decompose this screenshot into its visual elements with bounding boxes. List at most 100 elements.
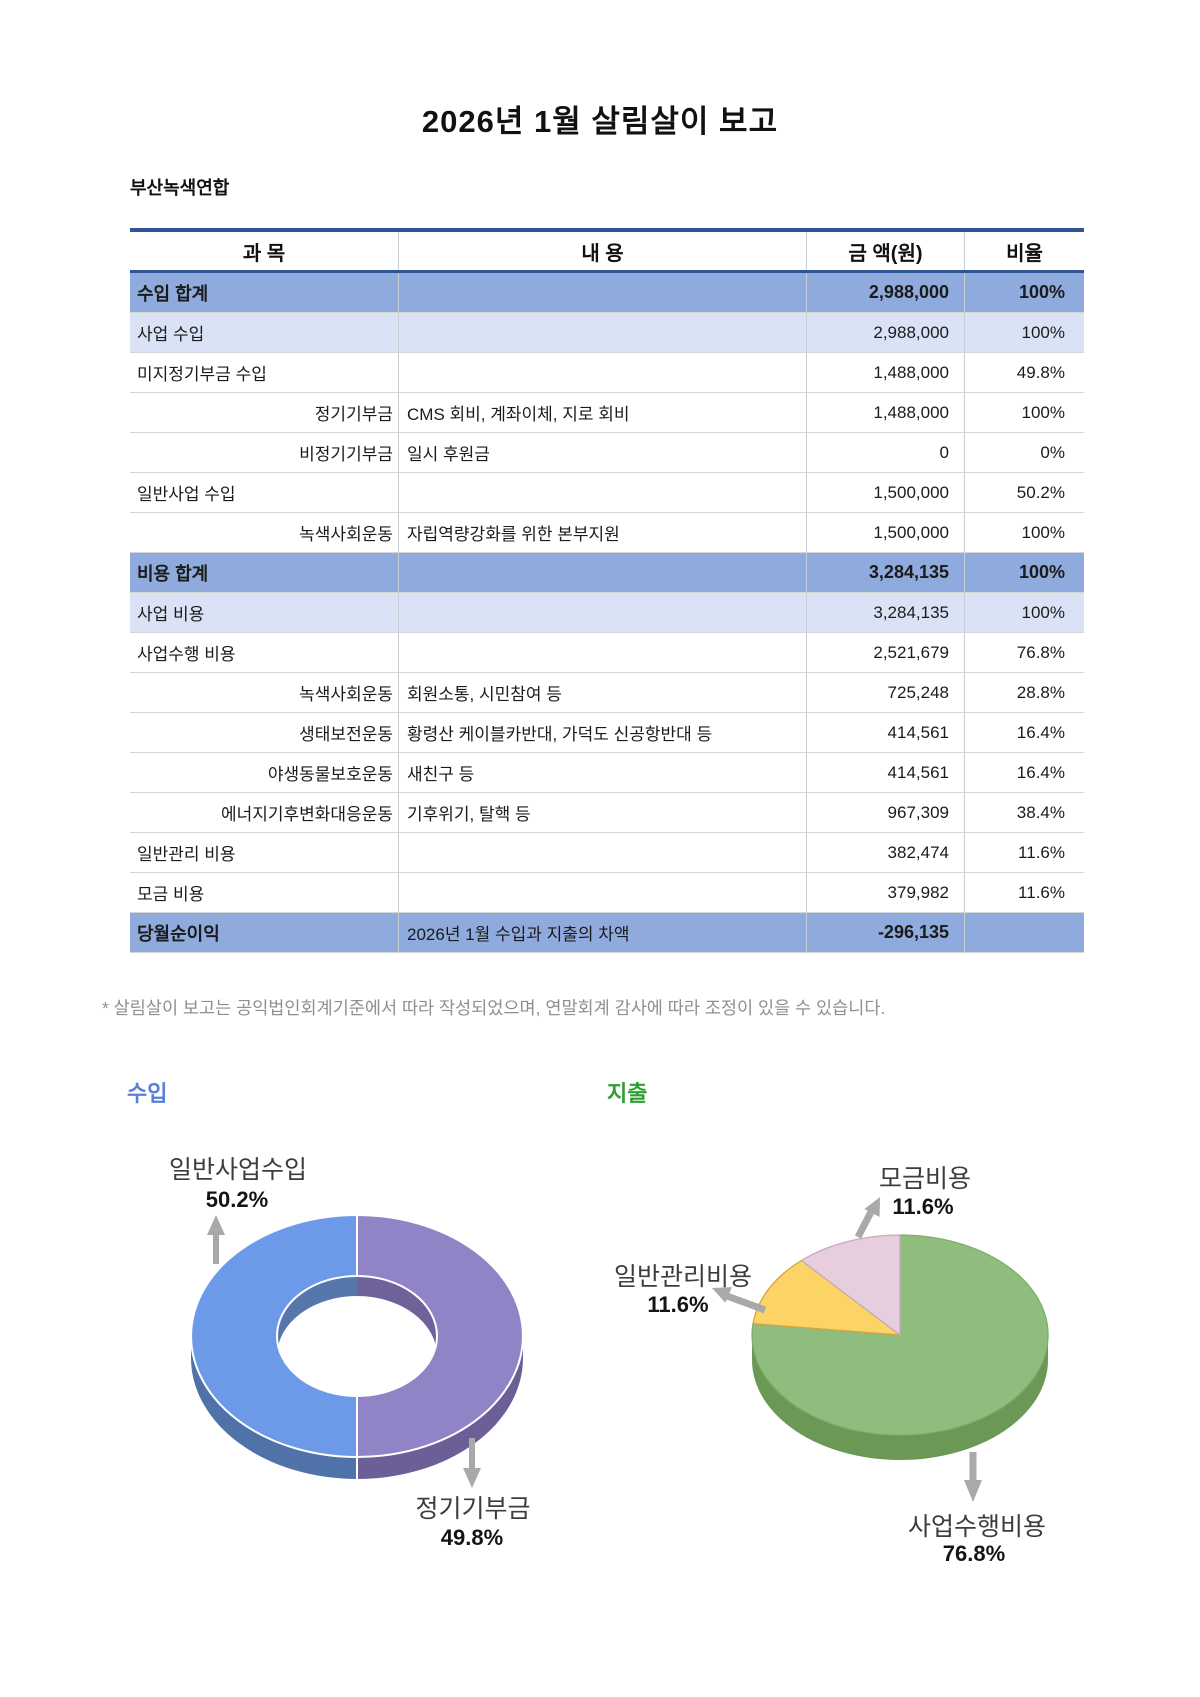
cell-ratio: 100%: [1018, 562, 1065, 582]
cell-amount: 3,284,135: [806, 592, 965, 633]
table-row: 미지정기부금 수입 1,488,000 49.8%: [130, 352, 1084, 393]
cell-detail: 황령산 케이블카반대, 가덕도 신공항반대 등: [398, 712, 807, 753]
cell-detail: [398, 352, 807, 393]
col-header-ratio: 비율: [964, 230, 1084, 272]
cell-amount: 414,561: [806, 752, 965, 793]
expense-pie-chart: 모금비용 11.6% 일반관리비용 11.6% 사업수행비용 76.8%: [614, 1165, 1049, 1566]
table-row: 정기기부금 CMS 회비, 계좌이체, 지로 회비 1,488,000 100%: [130, 392, 1084, 433]
arrow-left-icon: [712, 1287, 767, 1314]
table-row: 비용 합계 3,284,135 100%: [130, 552, 1084, 593]
cell-account: 일반관리 비용: [130, 832, 399, 873]
cell-ratio: 28.8%: [1016, 682, 1065, 702]
cell-detail: [398, 632, 807, 673]
page-title: 2026년 1월 살림살이 보고: [421, 104, 779, 139]
donut-side-purple: [357, 1336, 523, 1479]
cell-ratio: 100%: [1021, 602, 1065, 622]
cell-detail: [398, 872, 807, 913]
cell-account: 녹색사회운동: [130, 672, 399, 713]
cell-amount: 379,982: [806, 872, 965, 913]
pie-side-green: [752, 1335, 1048, 1460]
income-slice1-label: 일반사업수입: [169, 1156, 307, 1184]
cell-ratio: 11.6%: [1018, 842, 1065, 862]
table-row: 사업 비용 3,284,135 100%: [130, 592, 1084, 633]
cell-detail: [398, 832, 807, 873]
cell-amount: 967,309: [806, 792, 965, 833]
cell-account: 비용 합계: [130, 552, 399, 593]
cell-amount: 2,521,679: [806, 632, 965, 673]
cell-amount: 1,500,000: [806, 512, 965, 553]
cell-detail: 회원소통, 시민참여 등: [398, 672, 807, 713]
table-header-row: 과 목 내 용 금 액(원) 비율: [130, 230, 1084, 272]
cell-amount: 1,488,000: [806, 392, 965, 433]
expense-chart-title: 지출: [607, 1081, 648, 1106]
cell-ratio: 0%: [1040, 442, 1065, 462]
cell-ratio: 16.4%: [1016, 762, 1065, 782]
cell-detail: 2026년 1월 수입과 지출의 차액: [398, 912, 807, 953]
donut-innerwall-purple: [357, 1276, 437, 1356]
cell-account: 녹색사회운동: [130, 512, 399, 553]
donut-side-blue: [191, 1336, 357, 1479]
donut-innerwall-blue: [277, 1276, 357, 1356]
cell-ratio: 100%: [1021, 402, 1065, 422]
table-row: 모금 비용 379,982 11.6%: [130, 872, 1084, 913]
cell-account: 모금 비용: [130, 872, 399, 913]
cell-amount: 2,988,000: [806, 312, 965, 353]
cell-detail: [398, 592, 807, 633]
income-slice1-pct: 50.2%: [206, 1187, 268, 1212]
cell-account: 미지정기부금 수입: [130, 352, 399, 393]
cell-amount: -296,135: [806, 912, 965, 953]
cell-account: 사업 비용: [130, 592, 399, 633]
footnote: * 살림살이 보고는 공익법인회계기준에서 따라 작성되었으며, 연말회계 감사…: [102, 998, 886, 1018]
cell-ratio: 100%: [1018, 282, 1065, 302]
cell-amount: 2,988,000: [806, 271, 965, 313]
cell-ratio: 100%: [1021, 522, 1065, 542]
table-row: 일반사업 수입 1,500,000 50.2%: [130, 472, 1084, 513]
col-header-amount: 금 액(원): [806, 230, 965, 272]
cell-ratio: 38.4%: [1016, 802, 1065, 822]
table-row: 사업 수입 2,988,000 100%: [130, 312, 1084, 353]
cell-detail: CMS 회비, 계좌이체, 지로 회비: [398, 392, 807, 433]
cell-detail: 자립역량강화를 위한 본부지원: [398, 512, 807, 553]
cell-ratio: 49.8%: [1016, 362, 1065, 382]
expense-slice3-pct: 11.6%: [892, 1194, 953, 1219]
cell-amount: 1,488,000: [806, 352, 965, 393]
arrow-upright-icon: [854, 1197, 880, 1239]
income-slice2-label: 정기기부금: [415, 1495, 530, 1523]
cell-detail: [398, 312, 807, 353]
cell-ratio: 11.6%: [1018, 882, 1065, 902]
cell-account: 정기기부금: [130, 392, 399, 433]
arrow-down-icon: [463, 1438, 481, 1488]
arrow-down-icon: [964, 1452, 982, 1502]
col-header-detail: 내 용: [398, 230, 807, 272]
expense-slice1-pct: 76.8%: [943, 1541, 1005, 1566]
org-name: 부산녹색연합: [130, 178, 230, 198]
income-slice2-pct: 49.8%: [441, 1525, 503, 1550]
budget-table: 과 목 내 용 금 액(원) 비율 수입 합계 2,988,000 100% 사업 수…: [130, 228, 1084, 953]
cell-ratio: 16.4%: [1016, 722, 1065, 742]
pie-slice-admin-expense: [752, 1259, 903, 1336]
table-row: 에너지기후변화대응운동 기후위기, 탈핵 등 967,309 38.4%: [130, 792, 1084, 833]
table-body: 수입 합계 2,988,000 100% 사업 수입 2,988,000 100% 미지정기…: [130, 271, 1084, 953]
arrow-up-icon: [207, 1215, 225, 1264]
cell-account: 비정기기부금: [130, 432, 399, 473]
pie-slice-fundraising-expense: [800, 1234, 901, 1337]
cell-account: 사업수행 비용: [130, 632, 399, 673]
cell-account: 사업 수입: [130, 312, 399, 353]
cell-account: 수입 합계: [130, 271, 399, 313]
cell-account: 일반사업 수입: [130, 472, 399, 513]
cell-ratio: 76.8%: [1016, 642, 1065, 662]
table-row: 당월순이익 2026년 1월 수입과 지출의 차액 -296,135: [130, 912, 1084, 953]
cell-ratio: 50.2%: [1016, 482, 1065, 502]
cell-account: 에너지기후변화대응운동: [130, 792, 399, 833]
expense-slice2-label: 일반관리비용: [614, 1263, 752, 1291]
cell-detail: 새친구 등: [398, 752, 807, 793]
income-chart-title: 수입: [127, 1081, 168, 1106]
cell-ratio: 100%: [1021, 322, 1065, 342]
cell-detail: [398, 271, 807, 313]
cell-account: 야생동물보호운동: [130, 752, 399, 793]
table-row: 녹색사회운동 회원소통, 시민참여 등 725,248 28.8%: [130, 672, 1084, 713]
col-header-account: 과 목: [130, 230, 399, 272]
cell-amount: 0: [806, 432, 965, 473]
cell-amount: 3,284,135: [806, 552, 965, 593]
